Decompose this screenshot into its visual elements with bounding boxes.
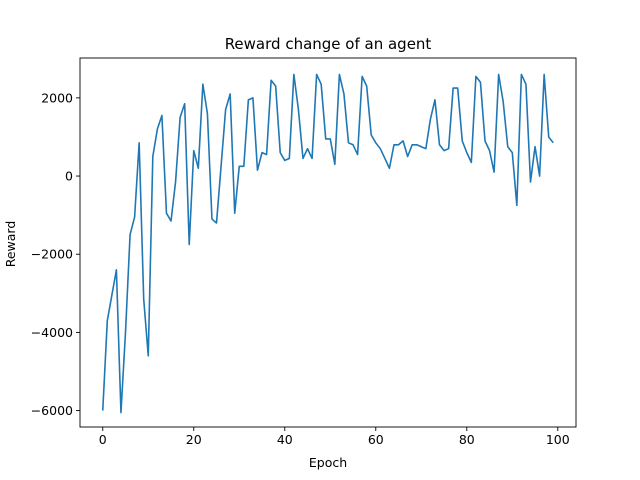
plot-frame xyxy=(79,57,577,428)
y-tick-label: 2000 xyxy=(41,90,73,105)
x-tick-label: 40 xyxy=(277,432,293,447)
x-axis-label: Epoch xyxy=(309,455,347,470)
x-tick-label: 100 xyxy=(546,432,570,447)
y-tick-label: −4000 xyxy=(31,325,73,340)
reward-series-line xyxy=(101,73,554,414)
y-axis: −6000 −4000 −2000 0 2000 xyxy=(31,90,80,418)
x-tick-label: 60 xyxy=(368,432,384,447)
y-axis-label: Reward xyxy=(3,221,18,268)
x-tick-label: 80 xyxy=(459,432,475,447)
y-tick-label: −2000 xyxy=(31,247,73,262)
x-tick-label: 0 xyxy=(99,432,107,447)
x-axis: 0 20 40 60 80 100 xyxy=(99,427,570,447)
x-tick-label: 20 xyxy=(186,432,202,447)
chart-title: Reward change of an agent xyxy=(225,35,432,53)
plot-area xyxy=(79,57,577,428)
y-tick-label: 0 xyxy=(65,169,73,184)
y-tick-label: −6000 xyxy=(31,403,73,418)
